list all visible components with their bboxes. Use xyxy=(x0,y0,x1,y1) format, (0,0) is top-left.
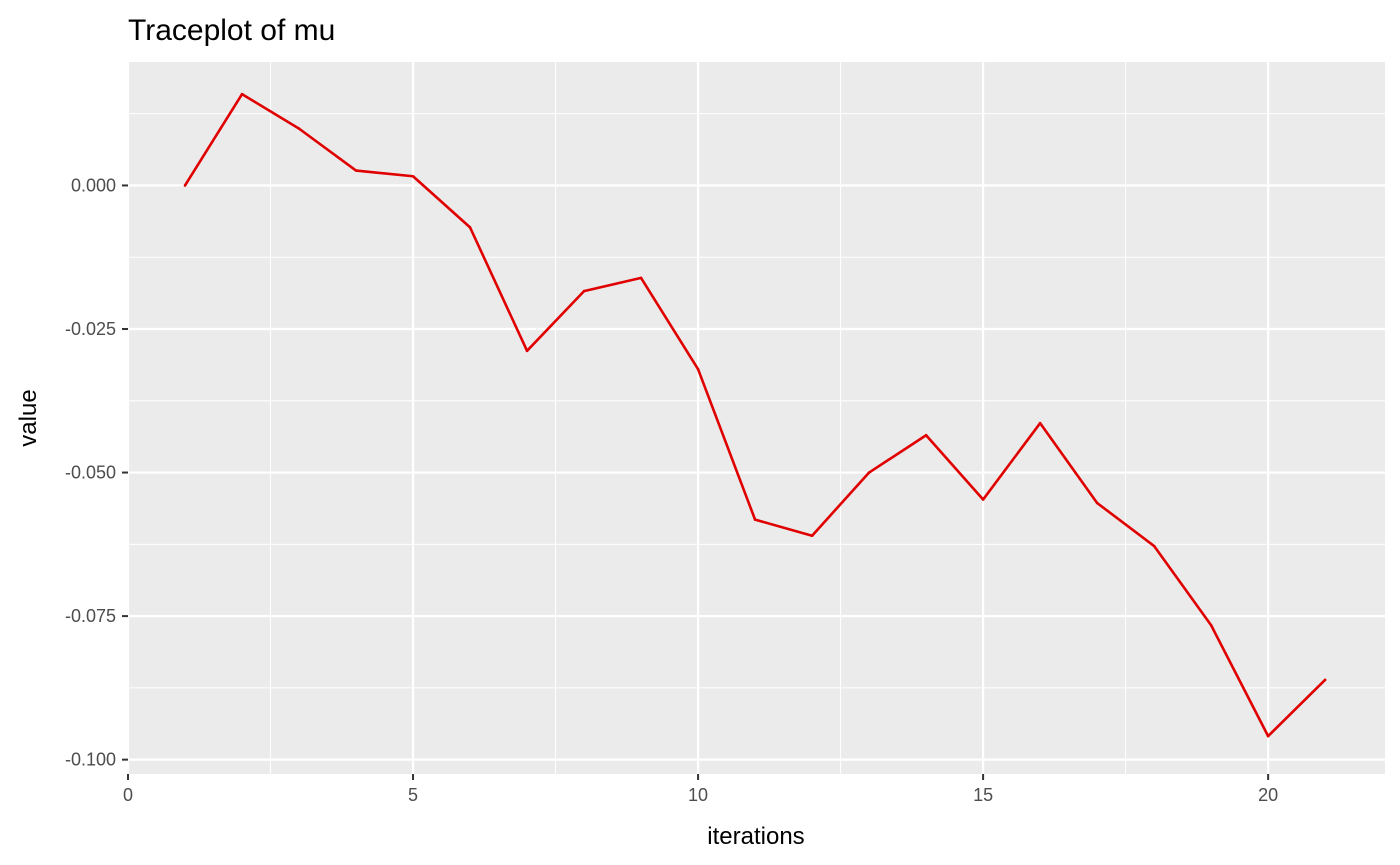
x-tick-label: 20 xyxy=(1258,785,1278,805)
trace-point xyxy=(1209,623,1213,627)
y-tick-label: 0.000 xyxy=(71,175,116,195)
trace-point xyxy=(468,226,472,229)
x-tick-label: 10 xyxy=(688,785,708,805)
trace-point xyxy=(1095,501,1099,505)
y-tick-label: -0.100 xyxy=(65,750,116,770)
trace-point xyxy=(525,349,529,353)
trace-point xyxy=(753,518,757,521)
chart-title: Traceplot of mu xyxy=(128,14,335,47)
trace-point xyxy=(810,534,814,538)
y-tick-label: -0.075 xyxy=(65,606,116,626)
trace-point xyxy=(924,433,928,437)
y-tick-label: -0.050 xyxy=(65,463,116,483)
trace-point xyxy=(1323,678,1327,682)
major-gridlines xyxy=(126,62,1385,774)
trace-point xyxy=(183,184,187,187)
series-group xyxy=(183,92,1327,738)
trace-point xyxy=(240,92,244,96)
trace-point xyxy=(639,276,643,280)
trace-point xyxy=(297,127,301,130)
trace-point xyxy=(981,498,985,501)
x-axis-label: iterations xyxy=(707,823,804,850)
x-tick-label: 5 xyxy=(408,785,418,805)
trace-point xyxy=(1152,544,1156,548)
trace-point xyxy=(1266,734,1270,738)
tick-labels-group: 0 5 10 15 20 0.000 -0.025 -0.050 -0.075 -0.100 xyxy=(65,175,1278,805)
plot-panel xyxy=(128,62,1385,774)
trace-point xyxy=(354,169,358,172)
trace-point xyxy=(1038,421,1042,425)
trace-point xyxy=(867,471,871,474)
y-axis-label: value xyxy=(15,389,42,446)
trace-point xyxy=(696,367,700,371)
y-tick-label: -0.025 xyxy=(65,319,116,339)
trace-point xyxy=(582,289,586,293)
x-tick-label: 15 xyxy=(973,785,993,805)
axes-group xyxy=(122,184,1270,780)
trace-point xyxy=(411,174,415,178)
minor-gridlines xyxy=(128,62,1385,774)
x-tick-label: 0 xyxy=(123,785,133,805)
